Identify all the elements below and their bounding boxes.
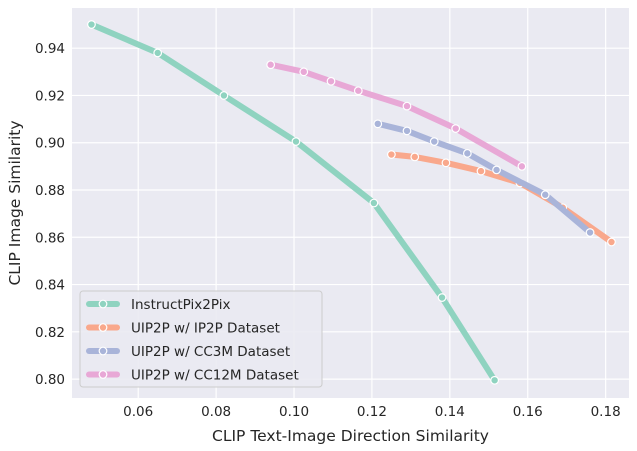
- y-axis-label: CLIP Image Similarity: [6, 120, 24, 285]
- legend-item: UIP2P w/ CC3M Dataset: [86, 344, 290, 360]
- data-point: [410, 152, 420, 162]
- y-tick-label: 0.90: [35, 136, 65, 152]
- data-point: [386, 150, 396, 159]
- data-point: [353, 86, 363, 96]
- data-point: [451, 124, 461, 133]
- legend-label: UIP2P w/ CC3M Dataset: [131, 344, 290, 360]
- legend-label: InstructPix2Pix: [131, 297, 230, 313]
- data-point: [299, 67, 309, 77]
- data-point: [585, 228, 595, 237]
- data-point: [369, 198, 379, 208]
- data-point: [437, 293, 447, 302]
- y-tick-label: 0.86: [35, 230, 65, 246]
- data-point: [402, 101, 412, 111]
- x-tick-label: 0.06: [123, 404, 153, 420]
- x-tick-label: 0.08: [201, 404, 231, 420]
- data-point: [492, 165, 501, 175]
- data-point: [517, 161, 527, 171]
- y-tick-label: 0.88: [35, 183, 65, 199]
- data-point: [266, 60, 276, 70]
- data-point: [402, 126, 412, 136]
- data-point: [429, 137, 439, 146]
- data-point: [490, 375, 500, 385]
- series-3: [373, 119, 595, 237]
- y-axis-ticks: 0.80 0.82 0.84 0.86 0.88 0.90 0.92 0.94: [35, 41, 65, 388]
- series-1: [87, 20, 500, 385]
- x-tick-label: 0.12: [357, 404, 387, 420]
- legend-item: InstructPix2Pix: [86, 297, 230, 313]
- data-point: [441, 158, 451, 168]
- data-point: [462, 148, 472, 158]
- y-tick-label: 0.84: [35, 278, 65, 294]
- data-point: [607, 237, 616, 247]
- x-axis-label: CLIP Text-Image Direction Similarity: [212, 427, 489, 445]
- series-4: [266, 60, 527, 171]
- data-point: [153, 48, 163, 58]
- x-tick-label: 0.14: [435, 404, 465, 420]
- legend: InstructPix2Pix UIP2P w/ IP2P Dataset UIP2…: [79, 290, 323, 388]
- x-axis-ticks: 0.06 0.08 0.10 0.12 0.14 0.16 0.18: [123, 404, 620, 420]
- data-point: [87, 20, 96, 29]
- data-point: [326, 76, 336, 86]
- x-tick-label: 0.16: [513, 404, 543, 420]
- y-tick-label: 0.82: [35, 325, 65, 341]
- legend-label: UIP2P w/ IP2P Dataset: [131, 321, 280, 337]
- legend-item: UIP2P w/ CC12M Dataset: [86, 368, 299, 384]
- data-point: [476, 166, 486, 176]
- legend-item: UIP2P w/ IP2P Dataset: [86, 321, 280, 337]
- legend-marker: [98, 370, 108, 379]
- legend-box: [79, 290, 323, 388]
- y-tick-label: 0.80: [35, 372, 65, 388]
- data-point: [219, 91, 229, 100]
- legend-marker: [98, 299, 108, 309]
- legend-marker: [98, 323, 108, 332]
- x-tick-label: 0.10: [279, 404, 309, 420]
- series-layer: [87, 20, 616, 385]
- legend-label: UIP2P w/ CC12M Dataset: [131, 368, 299, 384]
- legend-marker: [98, 346, 108, 356]
- x-tick-label: 0.18: [591, 404, 621, 420]
- data-point: [291, 137, 301, 146]
- y-tick-label: 0.92: [35, 88, 65, 104]
- data-point: [373, 119, 383, 129]
- y-tick-label: 0.94: [35, 41, 65, 57]
- data-point: [540, 190, 550, 200]
